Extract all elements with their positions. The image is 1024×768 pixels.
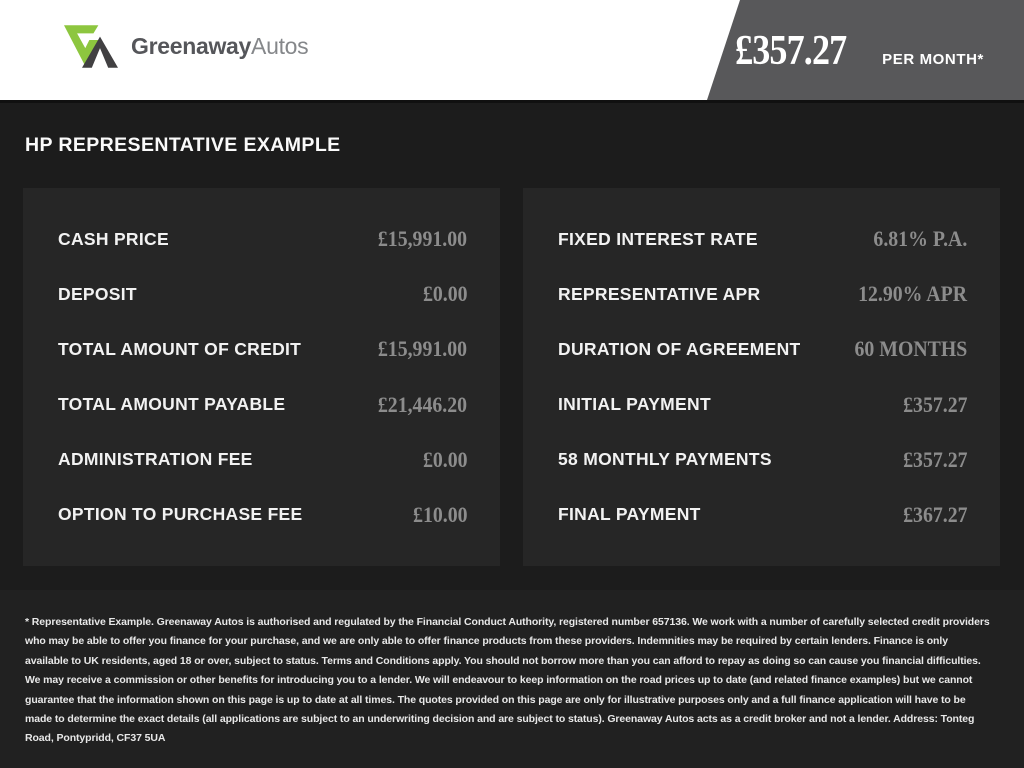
greenaway-logo-icon bbox=[64, 24, 118, 69]
finance-row-option-fee: OPTION TO PURCHASE FEE £10.00 bbox=[58, 489, 467, 541]
finance-row-initial-payment: INITIAL PAYMENT £357.27 bbox=[558, 379, 967, 431]
finance-row-value: 12.90% APR bbox=[858, 281, 967, 307]
brand-name-bold: Greenaway bbox=[131, 33, 252, 59]
brand-name-light: Autos bbox=[251, 33, 309, 59]
monthly-price-amount: £357.27 bbox=[734, 28, 847, 74]
finance-row-label: FIXED INTEREST RATE bbox=[558, 228, 758, 249]
finance-row-label: CASH PRICE bbox=[58, 228, 169, 249]
finance-row-label: ADMINISTRATION FEE bbox=[58, 449, 253, 470]
finance-row-value: £21,446.20 bbox=[377, 391, 467, 417]
logo-green-shape bbox=[64, 25, 101, 67]
finance-row-value: £367.27 bbox=[902, 501, 967, 527]
finance-row-value: 60 MONTHS bbox=[854, 336, 967, 362]
finance-row-value: £357.27 bbox=[902, 391, 967, 417]
footer: * Representative Example. Greenaway Auto… bbox=[0, 590, 1024, 768]
finance-row-value: £15,991.00 bbox=[377, 226, 467, 251]
finance-row-label: REPRESENTATIVE APR bbox=[558, 283, 761, 304]
header: GreenawayAutos £357.27 PER MONTH* bbox=[0, 0, 1024, 103]
disclaimer-text: * Representative Example. Greenaway Auto… bbox=[25, 616, 990, 745]
finance-row-value: 6.81% P.A. bbox=[873, 226, 967, 251]
finance-row-admin-fee: ADMINISTRATION FEE £0.00 bbox=[58, 434, 467, 486]
finance-row-label: TOTAL AMOUNT OF CREDIT bbox=[58, 338, 302, 359]
finance-row-value: £10.00 bbox=[412, 501, 467, 527]
finance-row-duration: DURATION OF AGREEMENT 60 MONTHS bbox=[558, 323, 967, 375]
finance-panels: CASH PRICE £15,991.00 DEPOSIT £0.00 TOTA… bbox=[23, 188, 1000, 566]
finance-row-label: 58 MONTHLY PAYMENTS bbox=[558, 449, 772, 470]
monthly-price-period: PER MONTH* bbox=[882, 51, 984, 68]
finance-row-interest-rate: FIXED INTEREST RATE 6.81% P.A. bbox=[558, 213, 967, 265]
monthly-price-banner: £357.27 PER MONTH* bbox=[706, 0, 1024, 100]
finance-row-value: £0.00 bbox=[422, 281, 467, 307]
logo-dark-shape bbox=[82, 36, 118, 68]
brand-logo[interactable]: GreenawayAutos bbox=[64, 24, 309, 69]
finance-row-total-payable: TOTAL AMOUNT PAYABLE £21,446.20 bbox=[58, 379, 467, 431]
finance-row-label: DEPOSIT bbox=[58, 283, 137, 304]
finance-row-label: TOTAL AMOUNT PAYABLE bbox=[58, 394, 286, 415]
finance-row-label: OPTION TO PURCHASE FEE bbox=[58, 504, 303, 525]
finance-panel-right: FIXED INTEREST RATE 6.81% P.A. REPRESENT… bbox=[523, 188, 1000, 566]
finance-row-final-payment: FINAL PAYMENT £367.27 bbox=[558, 489, 967, 541]
brand-name: GreenawayAutos bbox=[131, 33, 309, 60]
finance-row-value: £357.27 bbox=[902, 446, 967, 472]
finance-row-label: DURATION OF AGREEMENT bbox=[558, 338, 801, 359]
finance-row-apr: REPRESENTATIVE APR 12.90% APR bbox=[558, 268, 967, 320]
finance-row-value: £15,991.00 bbox=[377, 336, 467, 362]
finance-row-monthly-payments: 58 MONTHLY PAYMENTS £357.27 bbox=[558, 434, 967, 486]
finance-row-deposit: DEPOSIT £0.00 bbox=[58, 268, 467, 320]
finance-row-label: INITIAL PAYMENT bbox=[558, 394, 711, 415]
finance-row-cash-price: CASH PRICE £15,991.00 bbox=[58, 213, 467, 265]
finance-row-label: FINAL PAYMENT bbox=[558, 504, 701, 525]
finance-row-total-credit: TOTAL AMOUNT OF CREDIT £15,991.00 bbox=[58, 323, 467, 375]
page-title: HP REPRESENTATIVE EXAMPLE bbox=[25, 134, 341, 156]
finance-panel-left: CASH PRICE £15,991.00 DEPOSIT £0.00 TOTA… bbox=[23, 188, 500, 566]
finance-row-value: £0.00 bbox=[422, 446, 467, 472]
